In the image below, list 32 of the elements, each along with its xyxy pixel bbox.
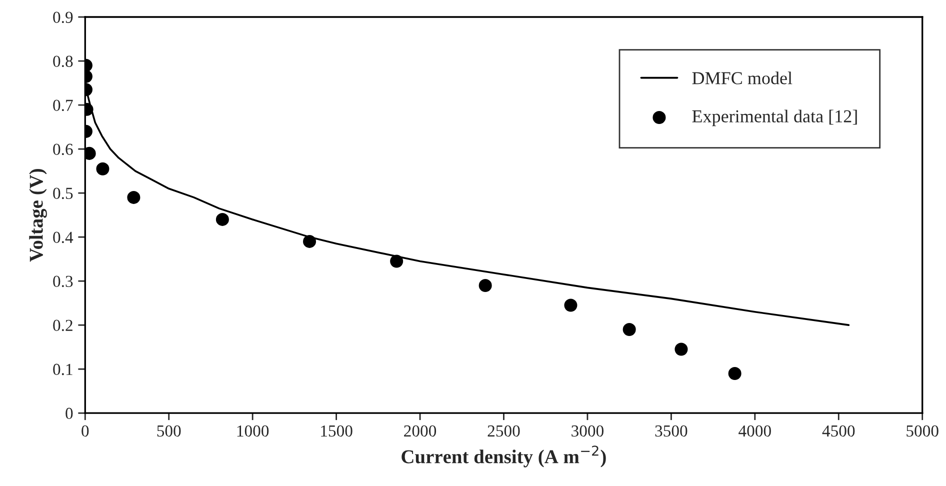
x-tick-label: 500 <box>157 425 181 437</box>
x-tick-label: 0 <box>82 425 89 437</box>
y-tick-label: 0.9 <box>53 12 73 24</box>
y-tick-label: 0.4 <box>53 232 74 244</box>
x-tick-label: 2000 <box>404 425 436 437</box>
y-tick-label: 0.1 <box>53 364 72 376</box>
y-tick-label: 0.6 <box>53 144 73 156</box>
y-tick-label: 0 <box>66 408 73 420</box>
x-tick-label: 2500 <box>488 425 520 437</box>
y-tick-label: 0.7 <box>53 100 73 112</box>
point <box>390 254 404 268</box>
x-tick-label: 3000 <box>572 425 604 437</box>
point <box>674 342 688 356</box>
y-tick-label: 0.2 <box>53 320 72 332</box>
x-tick-label: 1000 <box>237 425 269 437</box>
legend-label: DMFC model <box>692 72 792 84</box>
point <box>622 322 636 336</box>
point <box>564 298 578 312</box>
y-tick-label: 0.8 <box>53 56 73 68</box>
point <box>303 234 316 248</box>
x-tick-label: 4500 <box>822 425 855 437</box>
x-tick-label: 3500 <box>655 425 688 437</box>
legend-label: Experimental data [12] <box>692 110 857 126</box>
x-axis-title: Current density (A m$^{−2}$) <box>402 446 606 468</box>
point <box>478 278 492 292</box>
y-tick-label: 0.5 <box>53 188 73 200</box>
x-tick-label: 5000 <box>906 425 938 437</box>
y-axis-title: Voltage (V) <box>29 169 47 262</box>
point <box>728 366 742 380</box>
y-tick-label: 0.3 <box>53 276 73 288</box>
x-tick-label: 1500 <box>321 425 352 437</box>
x-tick-label: 4000 <box>738 425 771 437</box>
